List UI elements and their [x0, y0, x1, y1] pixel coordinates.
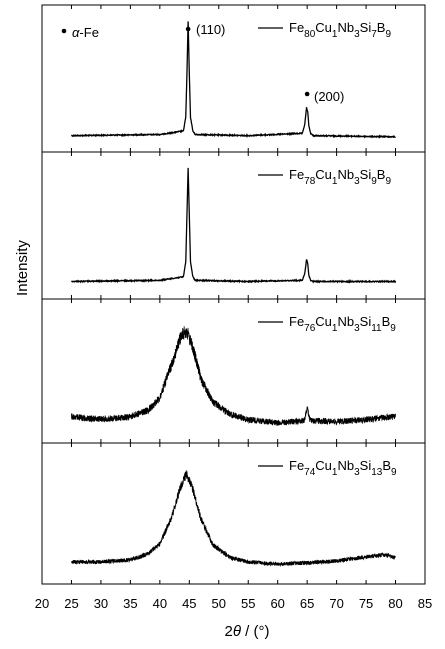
x-tick-label: 65 [300, 596, 314, 611]
x-tick-label: 50 [212, 596, 226, 611]
panel-3: Fe76Cu1Nb3Si11B9 [41, 298, 426, 444]
legend-entry-3: Fe76Cu1Nb3Si11B9 [258, 314, 396, 334]
x-axis-ticks: 20 25 30 35 40 45 50 55 60 65 70 75 80 85 [35, 596, 432, 611]
x-tick-label: 75 [359, 596, 373, 611]
x-tick-label: 20 [35, 596, 49, 611]
x-tick-label: 35 [123, 596, 137, 611]
legend-label: Fe80Cu1Nb3Si7B9 [289, 20, 391, 40]
alpha-fe-dot-icon [61, 28, 67, 34]
x-tick-label: 80 [388, 596, 402, 611]
peak-110-dot-icon [185, 26, 191, 32]
y-axis-title: Intensity [14, 240, 31, 296]
series-line-2 [70, 167, 397, 284]
panel-frame [41, 442, 426, 585]
x-axis-title: 2θ / (°) [225, 623, 270, 640]
series-line-4 [71, 470, 396, 568]
legend-entry-2: Fe78Cu1Nb3Si9B9 [258, 167, 391, 187]
chart-panels: Fe80Cu1Nb3Si7B9 Fe78Cu1Nb3Si9B9 Fe76Cu1Nb3… [41, 4, 426, 585]
panel-2: Fe78Cu1Nb3Si9B9 [41, 151, 426, 300]
series-line-3 [71, 326, 396, 426]
legend-label: Fe76Cu1Nb3Si11B9 [289, 314, 396, 334]
x-tick-label: 30 [94, 596, 108, 611]
legend-entry-1: Fe80Cu1Nb3Si7B9 [258, 20, 391, 40]
x-tick-label: 60 [270, 596, 284, 611]
x-tick-label: 45 [182, 596, 196, 611]
x-tick-label: 25 [64, 596, 78, 611]
x-tick-label: 85 [418, 596, 432, 611]
alpha-fe-label: α-Fe [72, 25, 99, 40]
x-tick-label: 55 [241, 596, 255, 611]
peak-200-dot-icon [304, 91, 310, 97]
panel-4: Fe74Cu1Nb3Si13B9 [41, 442, 426, 585]
legend-label: Fe78Cu1Nb3Si9B9 [289, 167, 391, 187]
x-tick-label: 40 [153, 596, 167, 611]
legend-entry-4: Fe74Cu1Nb3Si13B9 [258, 458, 397, 478]
peak-annotations: α-Fe (110) (200) [61, 22, 344, 104]
legend-label: Fe74Cu1Nb3Si13B9 [289, 458, 397, 478]
series-line-1 [70, 21, 397, 139]
x-tick-label: 70 [329, 596, 343, 611]
peak-110-label: (110) [196, 22, 225, 37]
peak-200-label: (200) [314, 89, 344, 104]
panel-1: Fe80Cu1Nb3Si7B9 [41, 4, 426, 153]
